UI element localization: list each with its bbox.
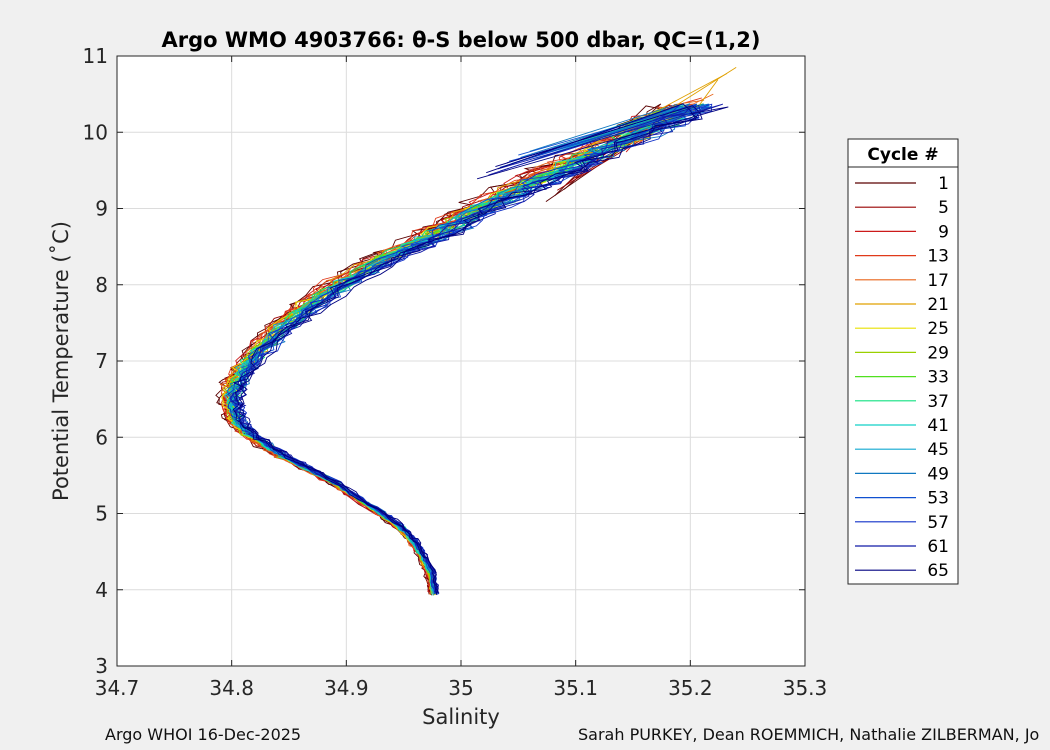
y-axis-label: Potential Temperature (˚C) bbox=[49, 221, 73, 501]
cycle-65-profile bbox=[239, 106, 729, 595]
legend-box bbox=[847, 138, 959, 585]
y-tick-label: 6 bbox=[95, 425, 108, 449]
legend-label-cycle-49: 49 bbox=[927, 464, 949, 484]
footer-right-text: Sarah PURKEY, Dean ROEMMICH, Nathalie ZI… bbox=[578, 725, 1040, 744]
y-tick-label: 7 bbox=[95, 349, 108, 373]
legend-label-cycle-9: 9 bbox=[938, 222, 949, 242]
x-tick-label: 35.1 bbox=[553, 676, 598, 700]
legend-label-cycle-29: 29 bbox=[927, 343, 949, 363]
y-tick-label: 3 bbox=[95, 654, 108, 678]
legend-label-cycle-61: 61 bbox=[927, 537, 949, 557]
y-tick-label: 5 bbox=[95, 502, 108, 526]
legend-label-cycle-5: 5 bbox=[938, 198, 949, 218]
legend-label-cycle-25: 25 bbox=[927, 319, 949, 339]
legend-label-cycle-17: 17 bbox=[927, 271, 949, 291]
chart-title: Argo WMO 4903766: θ-S below 500 dbar, QC… bbox=[162, 28, 761, 52]
legend-label-cycle-33: 33 bbox=[927, 368, 949, 388]
legend-title: Cycle # bbox=[867, 145, 938, 165]
x-tick-label: 34.9 bbox=[324, 676, 369, 700]
legend-label-cycle-21: 21 bbox=[927, 295, 949, 315]
legend-label-cycle-57: 57 bbox=[927, 513, 949, 533]
x-tick-label: 34.8 bbox=[209, 676, 254, 700]
x-tick-label: 35.2 bbox=[668, 676, 713, 700]
legend-label-cycle-53: 53 bbox=[927, 489, 949, 509]
y-tick-label: 4 bbox=[95, 578, 108, 602]
y-tick-label: 10 bbox=[83, 120, 108, 144]
legend-label-cycle-13: 13 bbox=[927, 247, 949, 267]
footer-left-text: Argo WHOI 16-Dec-2025 bbox=[105, 725, 302, 744]
y-tick-label: 9 bbox=[95, 197, 108, 221]
axis-ticks: 34.7 34.8 34.9 35 35.1 35.2 35.3 3 4 5 6 7 8 9 10 11 bbox=[83, 44, 828, 700]
legend-label-cycle-65: 65 bbox=[927, 561, 949, 581]
cycle-61-profile bbox=[233, 105, 702, 595]
legend: Cycle # 1 5 9 13 17 21 25 29 33 37 41 45 49 53 57 61 65 bbox=[847, 138, 959, 585]
x-axis-label: Salinity bbox=[422, 705, 500, 729]
legend-label-cycle-37: 37 bbox=[927, 392, 949, 412]
cycle-1-profile bbox=[215, 105, 671, 595]
y-tick-label: 11 bbox=[83, 44, 108, 68]
legend-label-cycle-45: 45 bbox=[927, 440, 949, 460]
x-tick-label: 35 bbox=[448, 676, 473, 700]
cycle-65-profile bbox=[232, 103, 697, 593]
legend-label-cycle-1: 1 bbox=[938, 174, 949, 194]
cycle-61-profile bbox=[230, 105, 693, 594]
data-series bbox=[215, 67, 737, 596]
y-tick-label: 8 bbox=[95, 273, 108, 297]
x-tick-label: 34.7 bbox=[95, 676, 140, 700]
legend-label-cycle-41: 41 bbox=[927, 416, 949, 436]
cycle-65-profile bbox=[237, 105, 703, 595]
x-tick-label: 35.3 bbox=[783, 676, 828, 700]
legend-items: 1 5 9 13 17 21 25 29 33 37 41 45 49 53 57 61 65 bbox=[855, 174, 949, 581]
